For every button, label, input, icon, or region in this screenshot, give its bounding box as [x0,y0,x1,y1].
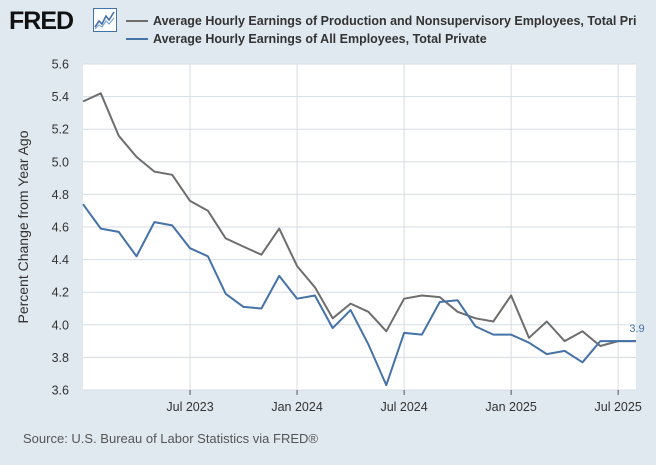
data-point[interactable] [545,353,548,356]
data-point[interactable] [492,320,495,323]
y-tick-label: 5.0 [52,155,69,169]
data-point[interactable] [278,227,281,230]
data-point[interactable] [135,155,138,158]
data-point[interactable] [224,292,227,295]
fred-logo-text: FRED [9,7,74,35]
data-point[interactable] [153,221,156,224]
data-point[interactable] [278,274,281,277]
data-point[interactable] [99,227,102,230]
y-tick-label: 4.6 [52,221,69,235]
y-axis-title: Percent Change from Year Ago [15,130,31,323]
y-tick-label: 5.2 [52,123,69,137]
data-point[interactable] [313,294,316,297]
data-point[interactable] [153,170,156,173]
data-point[interactable] [189,199,192,202]
data-point[interactable] [510,294,513,297]
data-point[interactable] [296,265,299,268]
x-tick-label: Jan 2024 [271,400,322,414]
x-tick-label: Jan 2025 [485,400,536,414]
data-point[interactable] [171,173,174,176]
legend-label-production-nonsupervisory: Average Hourly Earnings of Production an… [153,14,637,28]
legend-swatch-all-employees [126,38,148,40]
data-point[interactable] [545,320,548,323]
y-tick-label: 4.2 [52,286,69,300]
data-point[interactable] [189,247,192,250]
y-tick-label: 5.6 [52,58,69,72]
data-point[interactable] [456,299,459,302]
data-point[interactable] [527,341,530,344]
data-point[interactable] [420,294,423,297]
gridlines [83,63,636,391]
legend-label-all-employees: Average Hourly Earnings of All Employees… [153,32,487,46]
data-point[interactable] [385,384,388,387]
data-point[interactable] [563,349,566,352]
data-point[interactable] [599,340,602,343]
data-point[interactable] [403,331,406,334]
data-point[interactable] [581,361,584,364]
series-lines [82,92,638,387]
data-point[interactable] [296,297,299,300]
data-point[interactable] [171,224,174,227]
legend-swatch-production-nonsupervisory [126,20,148,22]
fred-chart-icon [93,8,117,37]
data-point[interactable] [135,255,138,258]
data-point[interactable] [474,317,477,320]
data-point[interactable] [456,310,459,313]
annotations: 3.9 [629,323,644,335]
data-point[interactable] [474,325,477,328]
data-point[interactable] [438,300,441,303]
y-tick-label: 4.8 [52,188,69,202]
data-point[interactable] [403,297,406,300]
y-tick-label: 3.8 [52,351,69,365]
data-point[interactable] [617,340,620,343]
data-point[interactable] [99,92,102,95]
data-point[interactable] [82,100,85,103]
x-axis-ticks: Jul 2023 Jan 2024 Jul 2024 Jan 2025 Jul 2025 [166,390,642,414]
data-point[interactable] [349,302,352,305]
data-point[interactable] [224,237,227,240]
data-label: 3.9 [629,323,644,335]
y-axis-ticks: 3.6 3.8 4.0 4.2 4.4 4.6 4.8 5.0 5.2 5.4 5.6 [52,58,69,398]
x-tick-label: Jul 2025 [595,400,642,414]
data-point[interactable] [82,203,85,206]
y-tick-label: 5.4 [52,90,69,104]
data-point[interactable] [527,336,530,339]
data-point[interactable] [510,333,513,336]
x-tick-label: Jul 2023 [166,400,213,414]
data-point[interactable] [349,309,352,312]
data-point[interactable] [599,344,602,347]
data-point[interactable] [385,330,388,333]
data-point[interactable] [313,286,316,289]
data-point[interactable] [367,310,370,313]
y-tick-label: 4.4 [52,253,69,267]
data-point[interactable] [331,327,334,330]
data-point[interactable] [492,333,495,336]
line-chart: 3.6 3.8 4.0 4.2 4.4 4.6 4.8 5.0 5.2 5.4 5.6 Jul 20… [15,58,645,415]
fred-logo[interactable]: FRED [9,6,117,36]
data-point[interactable] [260,307,263,310]
y-tick-label: 4.0 [52,318,69,332]
data-point[interactable] [563,340,566,343]
data-point[interactable] [117,230,120,233]
data-point[interactable] [367,343,370,346]
data-point[interactable] [581,330,584,333]
x-tick-label: Jul 2024 [380,400,427,414]
data-point[interactable] [331,317,334,320]
series-line-0[interactable] [82,92,636,347]
data-point[interactable] [438,296,441,299]
data-point[interactable] [242,245,245,248]
data-point[interactable] [206,209,209,212]
data-point[interactable] [420,333,423,336]
source-note: Source: U.S. Bureau of Labor Statistics … [23,431,318,446]
series-line-1[interactable] [82,203,636,387]
data-point[interactable] [260,253,263,256]
data-point[interactable] [635,340,638,343]
data-point[interactable] [117,134,120,137]
data-point[interactable] [206,255,209,258]
data-point[interactable] [242,305,245,308]
y-tick-label: 3.6 [52,384,69,398]
chart-header: FRED Average Hourly Earnings of Producti… [0,0,656,52]
